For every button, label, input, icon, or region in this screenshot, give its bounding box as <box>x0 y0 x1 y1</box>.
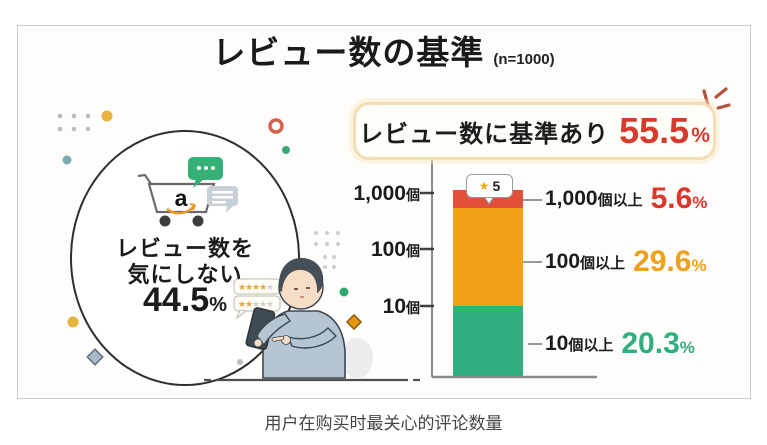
star-icon: ★ <box>478 179 490 193</box>
segment-label-1000plus: 1,000 個以上 5.6% <box>545 182 708 215</box>
banner-label: レビュー数に基準あり <box>359 120 610 148</box>
rating-badge: ★ 5 <box>466 174 513 198</box>
y-axis-label-1000: 1,000 個 <box>353 182 420 205</box>
rating-badge-value: 5 <box>492 178 501 194</box>
percent-sign: % <box>209 294 227 316</box>
page-title: レビュー数の基準 <box>212 34 485 71</box>
percent-sign: % <box>691 124 710 147</box>
segment-label-100plus: 100 個以上 29.6% <box>545 245 707 278</box>
banner-percent: 55.5 <box>619 110 690 151</box>
criteria-banner: レビュー数に基準あり 55.5% <box>353 102 716 160</box>
page-title-row: レビュー数の基準 (n=1000) <box>0 26 767 74</box>
y-axis-label-10: 10 個 <box>382 295 420 318</box>
image-caption: 用户在购买时最关心的评论数量 <box>264 414 503 433</box>
sample-size: (n=1000) <box>493 51 555 68</box>
no-criteria-percent: 44.5 <box>143 281 210 319</box>
y-axis-label-100: 100 個 <box>370 238 420 261</box>
segment-label-10plus: 10 個以上 20.3% <box>545 327 695 360</box>
no-criteria-value: 44.5% <box>95 281 275 320</box>
